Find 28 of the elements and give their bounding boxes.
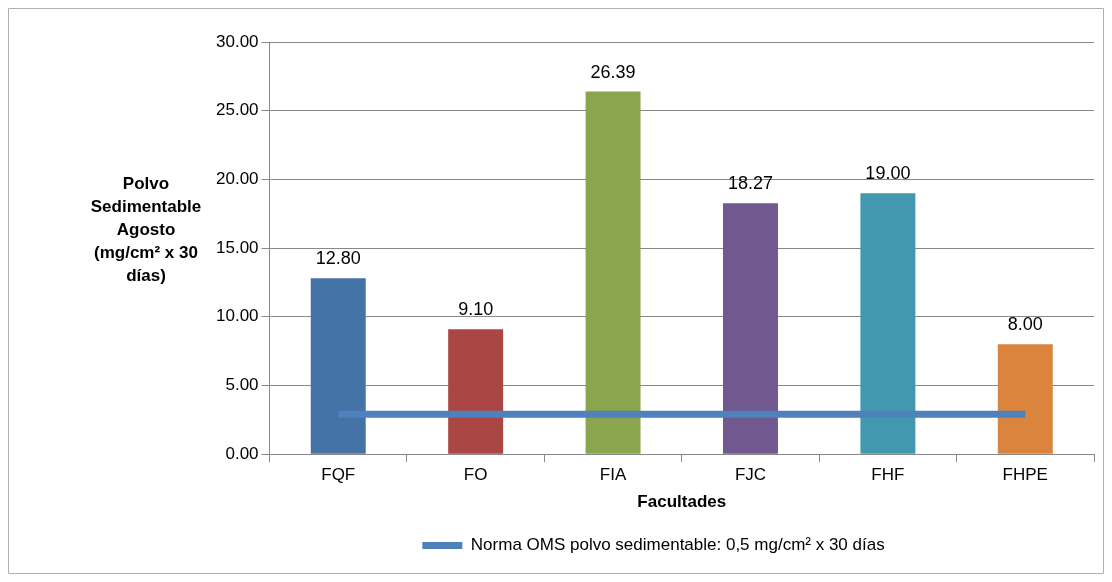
x-tick-label: FHPE xyxy=(1002,465,1048,485)
bar xyxy=(310,278,366,454)
y-tick-label: 0.00 xyxy=(225,443,259,463)
data-label: 18.27 xyxy=(727,173,773,194)
y-tick-label: 30.00 xyxy=(215,31,259,51)
data-label: 26.39 xyxy=(590,61,636,82)
data-label: 12.80 xyxy=(315,248,361,269)
bar xyxy=(860,193,916,454)
data-label: 19.00 xyxy=(865,163,911,184)
x-tick-label: FO xyxy=(463,465,488,485)
x-tick-label: FQF xyxy=(321,465,356,485)
legend-label: Norma OMS polvo sedimentable: 0,5 mg/cm² x 30 días xyxy=(470,535,885,555)
x-axis-title: Facultades xyxy=(637,492,727,512)
data-label: 8.00 xyxy=(1007,314,1043,335)
y-tick-label: 25.00 xyxy=(215,100,259,120)
bar xyxy=(585,91,641,454)
x-tick-label: FHF xyxy=(871,465,905,485)
y-tick-label: 20.00 xyxy=(215,169,259,189)
bar xyxy=(448,329,504,454)
x-tick-label: FIA xyxy=(599,465,627,485)
data-label: 9.10 xyxy=(458,299,494,320)
bar xyxy=(997,344,1053,454)
y-axis-title: Polvo Sedimentable Agosto (mg/cm² x 30 días) xyxy=(90,173,202,285)
bar xyxy=(722,203,778,454)
y-tick-label: 10.00 xyxy=(215,306,259,326)
y-tick-label: 15.00 xyxy=(215,237,259,257)
x-tick-label: FJC xyxy=(734,465,767,485)
y-tick-label: 5.00 xyxy=(225,375,259,395)
